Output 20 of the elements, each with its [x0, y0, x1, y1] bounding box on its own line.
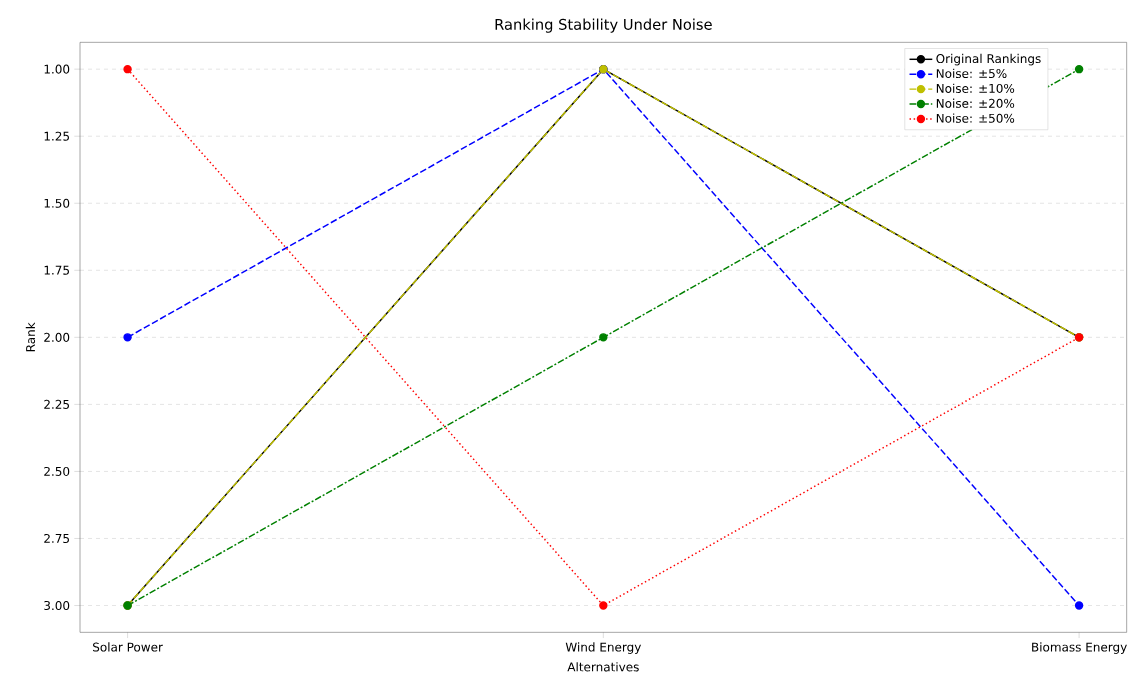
legend-label: Original Rankings [936, 53, 1041, 66]
chart-title: Ranking Stability Under Noise [495, 18, 712, 33]
y-tick-label: 1.25 [44, 131, 69, 141]
x-tick-label: Wind Energy [565, 642, 642, 654]
y-axis-title: Rank [25, 322, 36, 352]
legend-label: Noise: ±10% [936, 83, 1015, 93]
y-tick-label: 1.50 [44, 198, 70, 208]
x-tick-label: Biomass Energy [1032, 642, 1127, 654]
y-tick-label: 2.25 [44, 399, 69, 409]
y-tick-label: 2.75 [44, 533, 69, 544]
legend-label: Noise: ±5% [936, 68, 1007, 79]
y-tick-label: 1.75 [44, 265, 69, 275]
legend-label: Noise: ±20% [936, 98, 1015, 108]
x-axis-title: Alternatives [567, 662, 639, 672]
y-tick-label: 1.00 [44, 64, 70, 74]
y-tick-label: 2.00 [44, 332, 70, 342]
legend-label: Noise: ±50% [936, 113, 1015, 123]
y-tick-label: 2.50 [44, 466, 70, 476]
x-tick-label: Solar Power [93, 642, 163, 652]
y-tick-label: 3.00 [44, 600, 70, 611]
